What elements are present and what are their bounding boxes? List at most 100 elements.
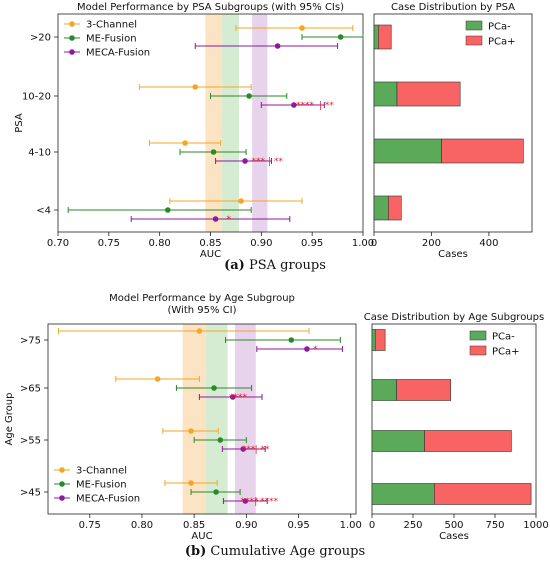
legend-label: MECA-Fusion (86, 48, 150, 59)
x-tick-label: 0.75 (79, 520, 101, 531)
x-tick-label: 0.90 (250, 238, 272, 249)
x-tick-label: 0.85 (183, 520, 205, 531)
legend-swatch (469, 345, 487, 356)
legend-label: ME-Fusion (76, 480, 127, 491)
legend-swatch (465, 20, 483, 31)
auc-point (165, 207, 171, 213)
auc-point (299, 25, 305, 31)
legend-label: PCa- (488, 22, 511, 33)
bar-PCa+ (441, 138, 524, 164)
legend-label: 3-Channel (86, 20, 137, 31)
auc-point (154, 376, 161, 382)
bar-PCa+ (388, 195, 402, 221)
auc-point (210, 149, 217, 155)
legend-marker (59, 467, 65, 473)
significance-label: *** (252, 157, 266, 167)
x-axis-label: AUC (191, 531, 212, 542)
auc-point (291, 102, 297, 108)
legend-marker (69, 35, 75, 41)
caption-a-text: PSA groups (248, 258, 326, 273)
x-axis-label: AUC (200, 249, 221, 260)
caption-b: (b) Cumulative Age groups (0, 544, 550, 559)
bar-PCa- (373, 24, 379, 50)
y-tick-label: >75 (20, 336, 41, 347)
y-axis-label: PSA (14, 113, 25, 133)
auc-point (337, 34, 344, 40)
ci-band-2 (252, 14, 268, 232)
auc-point (274, 43, 281, 49)
x-tick-label: 1000 (523, 520, 548, 531)
legend-marker (59, 495, 65, 501)
x-tick-label: 200 (422, 238, 441, 249)
bar-PCa+ (434, 483, 532, 505)
forest-plot-2: ******** | ******| ****>75>65>55>450.75 0.… (4, 293, 362, 542)
significance-label: * (313, 345, 318, 355)
x-tick-label: 0.75 (98, 238, 120, 249)
bar-PCa- (371, 430, 425, 452)
y-tick-label: >65 (20, 384, 41, 395)
auc-point (182, 140, 188, 146)
stacked-bar-chart-3: 0 250 500 750 1000 Cases Case Distribution by … (364, 312, 549, 542)
chart-subtitle: (With 95% CI) (167, 305, 236, 316)
bar-PCa- (371, 379, 397, 401)
x-tick-label: 0.70 (47, 238, 69, 249)
bar-PCa- (371, 329, 376, 351)
y-tick-label: 4-10 (28, 148, 51, 159)
auc-point (242, 158, 248, 164)
x-axis-label: Cases (439, 531, 469, 542)
chart-title: Case Distribution by PSA (391, 2, 515, 13)
x-tick-label: 0.80 (149, 238, 171, 249)
auc-point (192, 84, 199, 90)
caption-b-text: Cumulative Age groups (210, 544, 366, 559)
bar-PCa+ (396, 81, 461, 107)
significance-label: **** (229, 393, 248, 403)
significance-label: **** (241, 497, 260, 507)
auc-point (238, 198, 244, 204)
ci-band-1 (205, 324, 228, 514)
legend-marker (69, 21, 75, 27)
y-tick-label: <4 (36, 206, 51, 217)
plot-frame (373, 13, 533, 233)
ci-band-0 (205, 14, 222, 232)
y-axis-label: Age Group (4, 393, 15, 446)
auc-point (213, 489, 219, 495)
significance-label: * (227, 215, 232, 225)
legend-label: 3-Channel (76, 466, 127, 477)
significance-label: | ** (319, 101, 334, 111)
bar-PCa- (373, 195, 389, 221)
legend-swatch (465, 35, 483, 46)
ci-band-2 (234, 324, 256, 514)
y-tick-label: >55 (20, 436, 41, 447)
x-tick-label: 0 (371, 238, 377, 249)
legend-marker (59, 481, 65, 487)
plot-frame (47, 323, 357, 515)
bar-PCa+ (396, 379, 452, 401)
chart-title: Model Performance by PSA Subgroups (with… (77, 2, 344, 13)
legend-label: PCa+ (492, 347, 520, 358)
x-tick-label: 750 (485, 520, 504, 531)
x-tick-label: 0 (369, 520, 375, 531)
bar-PCa- (371, 483, 435, 505)
x-tick-label: 1.00 (340, 520, 362, 531)
bar-PCa- (373, 138, 442, 164)
legend-marker (69, 49, 75, 55)
legend-label: MECA-Fusion (76, 494, 140, 505)
auc-point (242, 498, 249, 504)
significance-label: *** (242, 445, 256, 455)
bar-PCa+ (378, 24, 392, 50)
bar-PCa+ (424, 430, 512, 452)
x-tick-label: 0.95 (301, 238, 323, 249)
auc-point (188, 428, 194, 434)
legend-label: ME-Fusion (86, 34, 137, 45)
x-tick-label: 500 (444, 520, 463, 531)
significance-label: **** (296, 101, 315, 111)
stacked-bar-chart-1: 0 200 400 Cases Case Distribution by PSA PCa-… (371, 2, 533, 260)
ci-band-0 (182, 324, 206, 514)
auc-point (304, 346, 310, 352)
auc-point (240, 446, 247, 452)
y-tick-label: >45 (20, 488, 41, 499)
x-tick-label: 250 (403, 520, 422, 531)
significance-label: | ** (268, 157, 283, 167)
